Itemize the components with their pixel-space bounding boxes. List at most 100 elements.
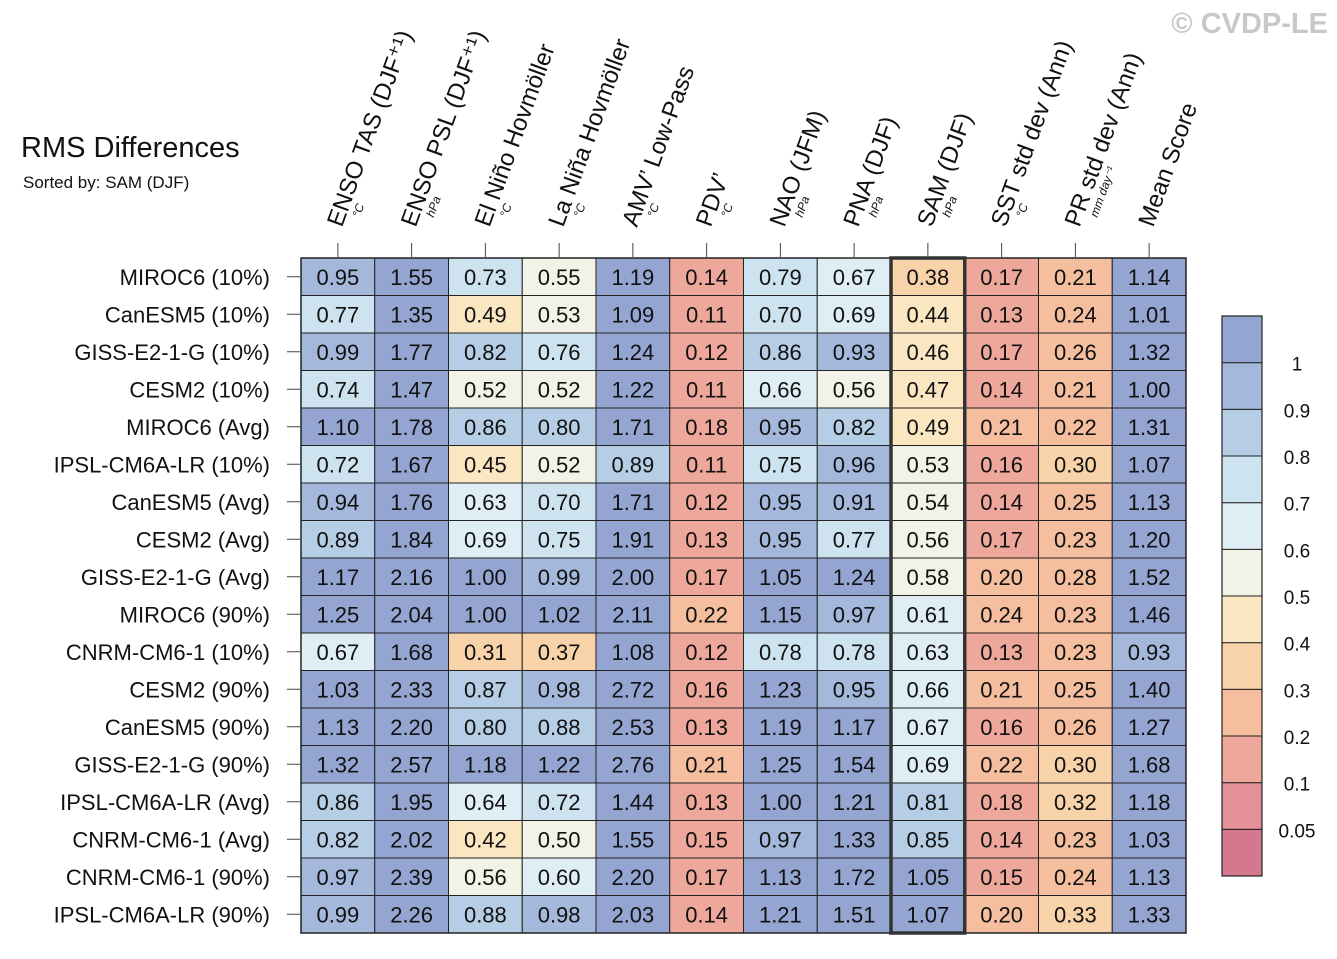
cell-value-label: 0.23 [1054,602,1097,627]
row-label: CNRM-CM6-1 (Avg) [72,827,270,852]
cell-value-label: 0.89 [611,452,654,477]
cell-value-label: 1.00 [1128,377,1171,402]
cell-value-label: 0.99 [538,565,581,590]
cell-value-label: 0.24 [1054,865,1097,890]
cell-value-label: 2.72 [611,677,654,702]
cell-value-label: 0.11 [686,377,727,402]
cell-value-label: 2.11 [612,602,653,627]
cell-value-label: 0.63 [906,640,949,665]
cell-value-label: 1.25 [759,752,802,777]
heatmap-cell [1111,482,1187,521]
heatmap-cell [300,707,376,746]
row-label: GISS-E2-1-G (10%) [74,340,270,365]
heatmap-cell [669,632,744,671]
cell-value-label: 0.72 [538,790,581,815]
cell-value-label: 0.86 [464,415,507,440]
heatmap-cell [448,895,523,934]
heatmap-cell [521,895,597,934]
heatmap-cell [521,520,597,559]
heatmap-cell [1038,632,1113,671]
heatmap-cell [448,407,523,446]
colorbar-swatch [1221,315,1263,364]
cell-value-label: 1.13 [316,715,359,740]
colorbar-tick-label: 0.8 [1284,448,1310,469]
cell-value-label: 0.85 [906,827,949,852]
row-label: GISS-E2-1-G (90%) [74,752,270,777]
heatmap-cell [300,407,376,446]
cell-value-label: 2.20 [390,715,433,740]
sorted-column-highlight [889,256,967,935]
cell-value-label: 0.49 [464,302,507,327]
cell-value-label: 0.15 [980,865,1023,890]
colorbar-swatch [1221,595,1263,644]
cell-value-label: 1.32 [1128,340,1171,365]
heatmap-cell [1111,595,1187,634]
heatmap-cell [595,295,671,334]
cell-value-label: 0.18 [980,790,1023,815]
cell-value-label: 0.12 [685,640,728,665]
cell-value-label: 1.03 [1128,827,1171,852]
cell-value-label: 1.05 [906,865,949,890]
heatmap-cell [374,295,449,334]
cell-value-label: 2.53 [611,715,654,740]
cell-value-label: 1.09 [611,302,654,327]
cell-value-label: 0.17 [685,565,728,590]
cell-value-label: 0.14 [980,490,1023,515]
cell-value-label: 0.21 [685,752,728,777]
cell-value-label: 2.76 [611,752,654,777]
heatmap-cell [669,670,744,709]
cell-value-label: 0.66 [906,677,949,702]
cell-value-label: 0.86 [316,790,359,815]
cell-value-label: 1.33 [1128,902,1171,927]
cell-value-label: 1.18 [464,752,507,777]
heatmap-cell [1111,370,1187,409]
cell-value-label: 1.10 [316,415,359,440]
cell-value-label: 1.02 [538,602,581,627]
heatmap-cell [964,370,1039,409]
cell-value-label: 0.13 [980,302,1023,327]
cell-value-label: 1.46 [1128,602,1171,627]
heatmap-cell [1111,257,1187,296]
cell-value-label: 0.82 [833,415,876,440]
cell-value-label: 0.80 [538,415,581,440]
cell-value-label: 1.15 [759,602,802,627]
row-label: MIROC6 (90%) [120,602,270,627]
heatmap-cell [595,407,671,446]
cell-value-label: 0.14 [980,377,1023,402]
heatmap-cell [374,632,449,671]
heatmap-cell [743,482,818,521]
colorbar-swatch [1221,782,1263,830]
cell-value-label: 0.46 [906,340,949,365]
cell-value-label: 1.35 [390,302,433,327]
heatmap-cell [521,557,597,596]
heatmap-cell [448,707,523,746]
chart-subtitle: Sorted by: SAM (DJF) [23,173,189,192]
heatmap-cell [816,445,892,484]
heatmap-cell [743,445,818,484]
row-label: CESM2 (10%) [129,377,270,402]
column-label: El Niño Hovmöller [470,40,561,230]
heatmap-cell [300,520,376,559]
cell-value-label: 1.08 [611,640,654,665]
heatmap-cell [448,557,523,596]
cell-value-label: 0.16 [685,677,728,702]
heatmap-cell [1111,520,1187,559]
cell-value-label: 1.24 [611,340,654,365]
column-unit: °C [350,201,368,219]
heatmap-cell [448,670,523,709]
cell-value-label: 0.99 [316,902,359,927]
heatmap-cell [816,782,892,821]
cell-value-label: 0.17 [980,340,1023,365]
cell-value-label: 0.88 [464,902,507,927]
row-label: IPSL-CM6A-LR (90%) [54,902,270,927]
cell-value-label: 0.22 [685,602,728,627]
cell-value-label: 0.16 [980,715,1023,740]
cell-value-label: 2.03 [611,902,654,927]
heatmap-cell [743,857,818,896]
cell-value-label: 0.53 [538,302,581,327]
cell-value-label: 0.13 [980,640,1023,665]
heatmap-cells: 0.95 1.55 0.73 0.55 1.19 0.14 0.79 0.67 0.38 0.17… [300,256,1187,935]
row-label: CanESM5 (Avg) [111,490,270,515]
heatmap-cell [300,482,376,521]
